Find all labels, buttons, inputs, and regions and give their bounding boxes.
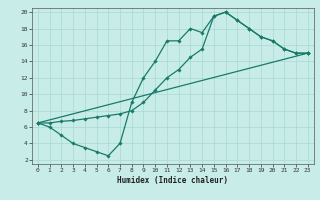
X-axis label: Humidex (Indice chaleur): Humidex (Indice chaleur) [117,176,228,185]
